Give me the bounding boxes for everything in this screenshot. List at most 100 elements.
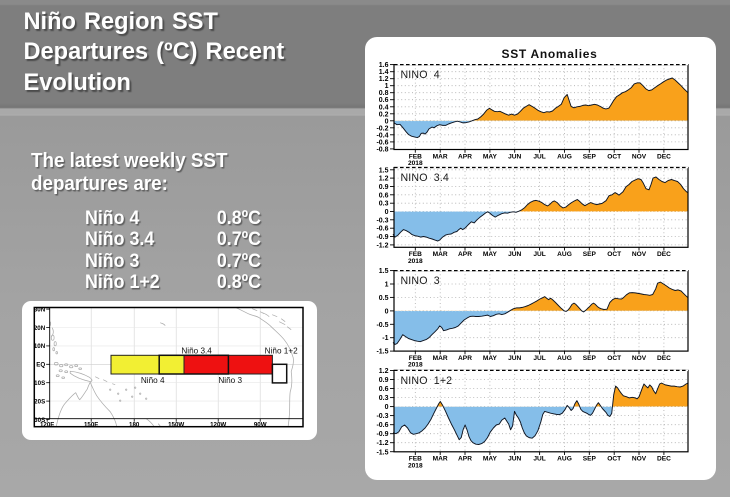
svg-text:120W: 120W — [210, 422, 226, 429]
svg-text:0.6: 0.6 — [379, 97, 389, 104]
svg-text:FEB: FEB — [409, 251, 422, 258]
svg-text:EQ: EQ — [36, 362, 45, 369]
svg-text:0.2: 0.2 — [379, 111, 389, 118]
svg-text:MAR: MAR — [433, 153, 448, 160]
svg-text:-0.5: -0.5 — [376, 321, 388, 328]
svg-text:OCT: OCT — [607, 153, 621, 160]
svg-text:20N: 20N — [34, 325, 46, 332]
svg-text:FEB: FEB — [409, 153, 422, 160]
svg-text:2018: 2018 — [408, 257, 423, 264]
svg-text:0.3: 0.3 — [379, 200, 389, 207]
svg-text:OCT: OCT — [607, 251, 621, 258]
svg-text:2018: 2018 — [408, 361, 423, 368]
svg-text:JUN: JUN — [508, 153, 521, 160]
svg-text:0.6: 0.6 — [379, 386, 389, 393]
svg-text:MAR: MAR — [433, 354, 448, 361]
svg-text:0.9: 0.9 — [379, 184, 389, 191]
svg-text:JUN: JUN — [508, 455, 521, 462]
svg-text:10N: 10N — [34, 343, 46, 350]
svg-text:JUN: JUN — [508, 251, 521, 258]
svg-text:30S: 30S — [34, 417, 45, 424]
svg-text:JUN: JUN — [508, 354, 521, 361]
svg-text:150E: 150E — [84, 422, 98, 429]
svg-text:APR: APR — [458, 153, 472, 160]
svg-text:NOV: NOV — [632, 354, 647, 361]
svg-text:-0.2: -0.2 — [376, 125, 388, 132]
svg-text:20S: 20S — [34, 399, 45, 406]
svg-text:0: 0 — [385, 209, 389, 216]
svg-text:NOV: NOV — [632, 251, 647, 258]
svg-text:-0.9: -0.9 — [376, 431, 388, 438]
svg-text:-0.3: -0.3 — [376, 217, 388, 224]
svg-text:JUL: JUL — [533, 354, 545, 361]
svg-text:JUL: JUL — [533, 153, 545, 160]
svg-text:-0.4: -0.4 — [376, 132, 388, 139]
svg-text:Niño 4: Niño 4 — [141, 376, 165, 385]
svg-text:2018: 2018 — [408, 160, 423, 167]
svg-text:SEP: SEP — [583, 251, 597, 258]
svg-text:-1.5: -1.5 — [376, 348, 388, 355]
svg-text:1: 1 — [385, 83, 389, 90]
svg-text:NINO 1+2: NINO 1+2 — [401, 374, 453, 386]
svg-text:Niño 3: Niño 3 — [218, 376, 242, 385]
svg-text:-1.5: -1.5 — [376, 449, 388, 456]
svg-text:1.2: 1.2 — [379, 76, 389, 83]
svg-text:-1.2: -1.2 — [376, 242, 388, 249]
svg-text:OCT: OCT — [607, 455, 621, 462]
svg-text:30N: 30N — [34, 307, 46, 314]
svg-text:NOV: NOV — [632, 455, 647, 462]
svg-text:JUL: JUL — [533, 455, 545, 462]
svg-text:NINO 3: NINO 3 — [401, 275, 440, 287]
svg-text:AUG: AUG — [557, 153, 572, 160]
svg-text:-0.8: -0.8 — [376, 146, 388, 153]
svg-text:1.6: 1.6 — [379, 62, 389, 69]
svg-text:APR: APR — [458, 455, 472, 462]
svg-text:0.8: 0.8 — [379, 90, 389, 97]
svg-text:SEP: SEP — [583, 153, 597, 160]
svg-text:-1: -1 — [382, 335, 388, 342]
svg-text:DEC: DEC — [657, 251, 671, 258]
svg-text:2018: 2018 — [408, 462, 423, 469]
svg-text:1: 1 — [385, 281, 389, 288]
svg-text:1.2: 1.2 — [379, 175, 389, 182]
svg-text:MAR: MAR — [433, 455, 448, 462]
svg-text:120E: 120E — [40, 422, 54, 429]
svg-text:DEC: DEC — [657, 153, 671, 160]
svg-text:MAR: MAR — [433, 251, 448, 258]
svg-text:1.2: 1.2 — [379, 368, 389, 375]
svg-text:10S: 10S — [34, 380, 45, 387]
svg-text:DEC: DEC — [657, 455, 671, 462]
svg-text:MAY: MAY — [483, 251, 498, 258]
svg-text:Niño 3.4: Niño 3.4 — [181, 347, 212, 356]
svg-text:Niño 1+2: Niño 1+2 — [264, 347, 297, 356]
svg-text:NINO 4: NINO 4 — [401, 69, 440, 81]
svg-text:NINO 3.4: NINO 3.4 — [401, 171, 449, 183]
svg-text:MAY: MAY — [483, 354, 498, 361]
svg-text:FEB: FEB — [409, 455, 422, 462]
svg-text:APR: APR — [458, 251, 472, 258]
svg-text:AUG: AUG — [557, 455, 572, 462]
svg-text:MAY: MAY — [483, 153, 498, 160]
svg-text:SEP: SEP — [583, 455, 597, 462]
svg-text:1.4: 1.4 — [379, 69, 389, 76]
svg-text:0.4: 0.4 — [379, 104, 389, 111]
svg-text:-0.6: -0.6 — [376, 225, 388, 232]
svg-text:0.3: 0.3 — [379, 395, 389, 402]
svg-text:90W: 90W — [254, 422, 267, 429]
svg-text:150W: 150W — [168, 422, 184, 429]
svg-text:AUG: AUG — [557, 354, 572, 361]
svg-text:NOV: NOV — [632, 153, 647, 160]
svg-text:0.5: 0.5 — [379, 294, 389, 301]
svg-text:0.9: 0.9 — [379, 377, 389, 384]
svg-text:OCT: OCT — [607, 354, 621, 361]
svg-text:SEP: SEP — [583, 354, 597, 361]
svg-text:-0.6: -0.6 — [376, 139, 388, 146]
svg-text:180: 180 — [129, 422, 140, 429]
svg-text:APR: APR — [458, 354, 472, 361]
svg-text:0.6: 0.6 — [379, 192, 389, 199]
svg-text:1.5: 1.5 — [379, 268, 389, 275]
svg-text:0: 0 — [385, 308, 389, 315]
svg-text:0: 0 — [385, 404, 389, 411]
svg-text:SST Anomalies: SST Anomalies — [501, 47, 597, 61]
svg-text:JUL: JUL — [533, 251, 545, 258]
